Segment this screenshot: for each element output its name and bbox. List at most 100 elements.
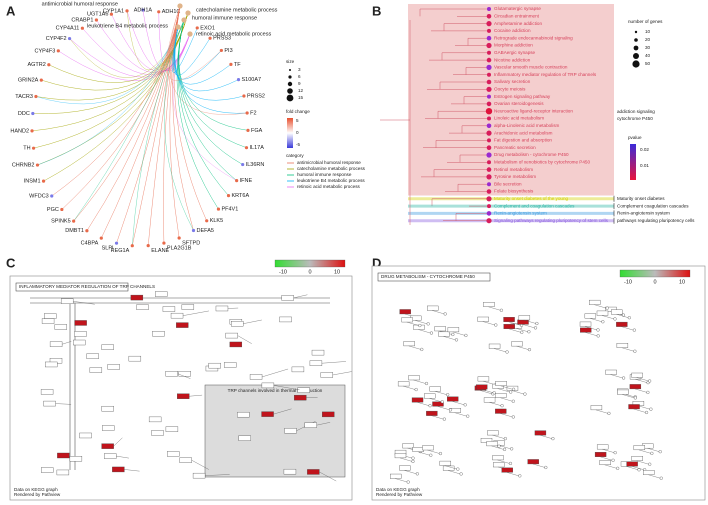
gene-box (397, 381, 410, 387)
arrow (395, 478, 408, 483)
pathway-title: INFLAMMATORY MEDIATOR REGULATION OF TRP … (19, 284, 155, 289)
arrow (497, 459, 510, 464)
arrow (191, 460, 209, 470)
gene-label: IL36RN (246, 162, 265, 168)
gene-box (54, 324, 68, 330)
gene-box (518, 315, 531, 321)
gene-box (534, 430, 547, 436)
compound (596, 334, 600, 338)
gene-box (167, 451, 180, 457)
compound (627, 316, 631, 320)
scale-colorbar (274, 259, 346, 268)
gene-box (447, 327, 460, 333)
gene-node (141, 8, 145, 12)
gene-node (219, 48, 223, 53)
category-key-label: antimicrobial humoral response (297, 160, 361, 165)
arrow (443, 336, 456, 341)
compound (616, 466, 620, 470)
gene-box (495, 393, 507, 398)
compound (601, 320, 605, 324)
gene-box (394, 453, 407, 459)
arrow (516, 345, 529, 350)
compound (607, 411, 611, 415)
pathway-dot (486, 101, 492, 107)
compound (424, 381, 429, 386)
footer-text: Rendered by Pathview (376, 492, 423, 497)
arrow (616, 314, 629, 318)
gene-node (31, 111, 35, 116)
edge (171, 26, 198, 73)
gene-box (495, 408, 507, 414)
compound (509, 390, 513, 394)
pathway-dot (486, 79, 492, 85)
gene-label: S100A7 (242, 77, 262, 83)
pathway-label: Neuroactive ligand-receptor interaction (494, 108, 573, 113)
gene-box (476, 384, 488, 390)
arrow (273, 385, 300, 391)
gene-label: CRABP1 (71, 17, 93, 23)
gene-box (427, 305, 439, 311)
panel-label: B (372, 3, 381, 18)
cluster-label: cytochrome P450 (617, 116, 653, 121)
gene-box (434, 326, 446, 332)
gene-label: SLPI (102, 246, 114, 252)
gene-box (237, 411, 250, 418)
gene-box (102, 425, 115, 431)
pathway-dot (486, 174, 492, 180)
pathway-dot (485, 108, 493, 115)
pathway-dot (486, 123, 492, 129)
gene-box (229, 341, 243, 348)
count-key (634, 38, 638, 42)
arrow (427, 449, 440, 454)
gene-box (101, 344, 114, 350)
gene-box (401, 317, 413, 323)
compound (508, 461, 513, 466)
fc-tick-label: 0 (296, 130, 299, 135)
gene-label: CYP4F3 (35, 48, 56, 54)
compound (451, 332, 455, 337)
gene-box (261, 382, 275, 389)
pathway-dot (486, 86, 492, 92)
cluster-label: pathways regulating pluripotency cells (617, 218, 695, 223)
pathway-label: Metabolism of xenobiotics by cytochrome … (494, 160, 590, 165)
gene-label: SPINK5 (51, 219, 71, 225)
scale-tick-label: -10 (279, 269, 287, 275)
arrow (406, 321, 419, 326)
arrow (511, 390, 525, 395)
gene-box (231, 321, 244, 327)
arrow (403, 385, 416, 390)
arrow (408, 345, 421, 350)
p-colorbar (630, 144, 636, 180)
pathway-label: Estrogen signaling pathway (494, 94, 551, 99)
panel-label: C (6, 255, 16, 270)
gene-box (605, 369, 617, 375)
compound (596, 328, 600, 332)
category-node-label: leukotriene B4 metabolic process (87, 23, 168, 29)
gene-box (429, 386, 441, 392)
arrow (481, 389, 494, 393)
compound (633, 349, 637, 353)
compound (429, 453, 433, 457)
gene-node (229, 62, 233, 66)
gene-node (208, 36, 212, 40)
gene-label: INSM1 (24, 179, 41, 185)
pathway-dot (486, 42, 492, 49)
legend-title: pvalue (628, 135, 642, 140)
compound (544, 465, 548, 470)
arrow (500, 385, 513, 390)
compound (535, 321, 539, 326)
category-node (181, 17, 187, 23)
gene-box (43, 400, 56, 407)
size-key (288, 75, 292, 79)
count-tick-label: 50 (645, 61, 651, 66)
arrow (332, 371, 352, 376)
gene-node (241, 162, 245, 167)
arrow (508, 321, 521, 326)
gene-box (486, 441, 498, 447)
arrow (621, 326, 634, 331)
pathway-label: Linoleic acid metabolism (494, 116, 544, 121)
gene-node (236, 78, 241, 82)
arrow (515, 328, 528, 332)
arrow (177, 373, 191, 379)
footer-text: Rendered by Pathview (14, 492, 61, 497)
